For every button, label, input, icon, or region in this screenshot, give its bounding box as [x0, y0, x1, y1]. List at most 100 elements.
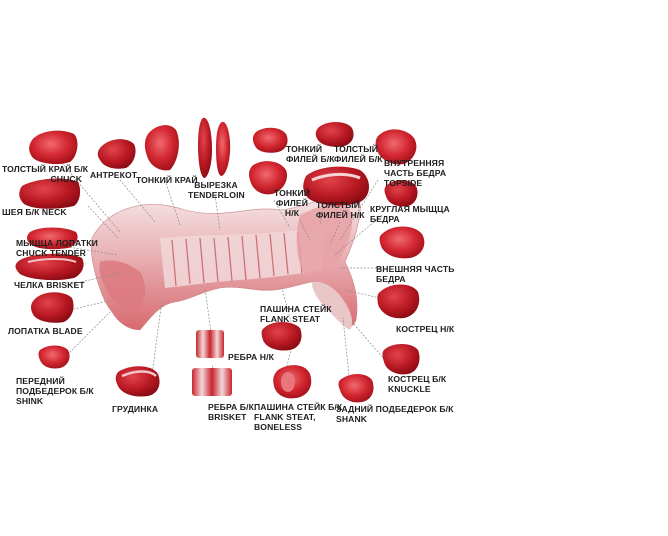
cut-grudinka-fat	[121, 370, 157, 378]
cut-thick-fillet-boneless	[315, 122, 354, 147]
cut-round	[384, 180, 418, 207]
label-ribs-boneless: РЕБРА Б/К BRISKET	[208, 402, 254, 422]
label-flank-boneless-l1: ПАШИНА СТЕЙК Б/К	[254, 402, 343, 412]
label-thick-fillet-boneless-l1: ТОЛСТЫЙ	[334, 144, 379, 154]
label-rump-bone-in: КОСТРЕЦ Н/К	[396, 324, 454, 334]
label-hind-shank-en: SHANK	[336, 414, 368, 424]
label-chuck: ТОЛСТЫЙ КРАЙ Б/К CHUCK	[2, 164, 89, 184]
label-hind-shank: ЗАДНИЙ ПОДБЕДЕРОК Б/К SHANK	[336, 404, 453, 424]
carcass	[90, 190, 361, 331]
label-flank-en: FLANK STEAT	[260, 314, 321, 324]
label-flank: ПАШИНА СТЕЙК FLANK STEAT	[260, 304, 332, 324]
label-thin-fillet-boneless: ТОНКИЙ ФИЛЕЙ Б/К	[286, 144, 335, 164]
carcass-forearm	[99, 260, 146, 312]
cut-images	[15, 117, 425, 403]
cut-knuckle	[382, 344, 420, 375]
label-neck: ШЕЯ Б/К NECK	[2, 207, 67, 217]
cut-tenderloin-1	[198, 117, 212, 178]
label-ribs-bone-in: РЕБРА Н/К	[228, 352, 274, 362]
label-thick-fillet-boneless-l2: ФИЛЕЙ Б/К	[334, 154, 383, 164]
label-thick-fillet-bone-in-l1: ТОЛСТЫЙ	[316, 200, 361, 210]
carcass-hind-leg	[312, 281, 353, 330]
label-topside-l2: ЧАСТЬ БЕДРА	[384, 168, 447, 178]
label-ribs-boneless-ru: РЕБРА Б/К	[208, 402, 254, 412]
carcass-ribcage	[160, 229, 325, 288]
cut-thick-fillet-fat	[311, 172, 361, 182]
label-entrecote: АНТРЕКОТ	[90, 170, 137, 180]
label-outside-l1: ВНЕШНЯЯ ЧАСТЬ	[376, 264, 455, 274]
label-topside-l3: TOPSIDE	[384, 178, 423, 188]
cut-tenderloin-2	[216, 121, 231, 176]
label-grudinka-text: ГРУДИНКА	[112, 404, 159, 414]
label-outside-l2: БЕДРА	[376, 274, 406, 284]
label-thin-fillet-bone-in-l3: Н/К	[284, 208, 300, 218]
label-flank-boneless-l2: FLANK STEAT,	[254, 412, 316, 422]
label-ribs-boneless-en: BRISKET	[208, 412, 247, 422]
label-thin-fillet-boneless-l1: ТОНКИЙ	[286, 144, 323, 154]
label-thin-fillet-bone-in: ТОНКИЙ ФИЛЕЙ Н/К	[270, 188, 314, 218]
label-thin-fillet-boneless-l2: ФИЛЕЙ Б/К	[286, 154, 335, 164]
label-front-shank-l1: ПЕРЕДНИЙ	[16, 376, 65, 386]
cut-ribs-bone-in	[196, 330, 224, 358]
label-round-l2: БЕДРА	[370, 214, 400, 224]
label-flank-ru: ПАШИНА СТЕЙК	[260, 304, 332, 314]
cut-thin-fillet-boneless	[252, 127, 288, 153]
label-knuckle-en: KNUCKLE	[388, 384, 431, 394]
label-grudinka: ГРУДИНКА	[112, 404, 158, 414]
cut-outside	[379, 226, 425, 259]
label-chuck-tender: МЫЩЦА ЛОПАТКИ CHUCK TENDER	[16, 238, 98, 258]
label-flank-boneless: ПАШИНА СТЕЙК Б/К FLANK STEAT, BONELESS	[254, 402, 342, 432]
label-thin-edge-text: ТОНКИЙ КРАЙ	[136, 175, 198, 185]
label-blade: ЛОПАТКА BLADE	[8, 326, 83, 336]
label-topside: ВНУТРЕННЯЯ ЧАСТЬ БЕДРА TOPSIDE	[384, 158, 446, 188]
label-topside-l1: ВНУТРЕННЯЯ	[384, 158, 445, 168]
label-rump-bone-in-text: КОСТРЕЦ Н/К	[396, 324, 455, 334]
label-entrecote-text: АНТРЕКОТ	[90, 170, 138, 180]
cut-rump-bone-in	[377, 284, 420, 319]
cut-ribs-boneless	[192, 368, 232, 396]
label-thick-fillet-bone-in-l2: ФИЛЕЙ Н/К	[316, 210, 365, 220]
label-tenderloin: ВЫРЕЗКА TENDERLOIN	[188, 180, 245, 200]
cut-blade	[31, 292, 74, 323]
label-neck-text: ШЕЯ Б/К NECK	[2, 207, 67, 217]
label-thick-fillet-boneless: ТОЛСТЫЙ ФИЛЕЙ Б/К	[334, 144, 383, 164]
carcass-hindquarter	[296, 204, 353, 276]
label-front-shank: ПЕРЕДНИЙ ПОДБЕДЕРОК Б/К SHINK	[16, 376, 94, 406]
cut-hind-shank	[338, 374, 374, 403]
label-knuckle: КОСТРЕЦ Б/К KNUCKLE	[388, 374, 446, 394]
cut-flank-boneless-end	[281, 372, 295, 392]
label-ribs-bone-in-text: РЕБРА Н/К	[228, 352, 274, 362]
label-thin-fillet-bone-in-l2: ФИЛЕЙ	[276, 198, 308, 208]
cut-chuck	[29, 130, 78, 165]
label-round: КРУГЛАЯ МЫЩЦА БЕДРА	[370, 204, 450, 224]
label-round-l1: КРУГЛАЯ МЫЩЦА	[370, 204, 450, 214]
label-tenderloin-ru: ВЫРЕЗКА	[194, 180, 238, 190]
cut-neck	[19, 178, 81, 209]
cut-thin-edge	[144, 125, 179, 171]
cut-brisket-top-fat	[27, 258, 77, 263]
label-blade-text: ЛОПАТКА BLADE	[8, 326, 83, 336]
cut-entrecote	[97, 139, 136, 169]
label-thick-fillet-bone-in: ТОЛСТЫЙ ФИЛЕЙ Н/К	[316, 200, 365, 220]
label-front-shank-l3: SHINK	[16, 396, 44, 406]
cut-chuck-tender	[27, 227, 78, 250]
cut-front-shank	[38, 345, 70, 369]
label-brisket-top: ЧЕЛКА BRISKET	[14, 280, 85, 290]
label-thin-edge: ТОНКИЙ КРАЙ	[136, 175, 198, 185]
label-brisket-top-text: ЧЕЛКА BRISKET	[14, 280, 85, 290]
label-flank-boneless-l3: BONELESS	[254, 422, 303, 432]
label-chuck-tender-ru: МЫЩЦА ЛОПАТКИ	[16, 238, 98, 248]
cut-flank	[261, 322, 302, 351]
label-front-shank-l2: ПОДБЕДЕРОК Б/К	[16, 386, 94, 396]
label-chuck-en: CHUCK	[50, 174, 82, 184]
cut-topside	[375, 129, 417, 165]
label-thin-fillet-bone-in-l1: ТОНКИЙ	[273, 188, 311, 198]
label-chuck-ru: ТОЛСТЫЙ КРАЙ Б/К	[2, 164, 89, 174]
cut-thin-fillet-bone-in	[248, 161, 288, 195]
label-chuck-tender-en: CHUCK TENDER	[16, 248, 86, 258]
label-tenderloin-en: TENDERLOIN	[188, 190, 245, 200]
label-hind-shank-ru: ЗАДНИЙ ПОДБЕДЕРОК Б/К	[336, 404, 454, 414]
label-outside: ВНЕШНЯЯ ЧАСТЬ БЕДРА	[376, 264, 454, 284]
label-knuckle-ru: КОСТРЕЦ Б/К	[388, 374, 447, 384]
